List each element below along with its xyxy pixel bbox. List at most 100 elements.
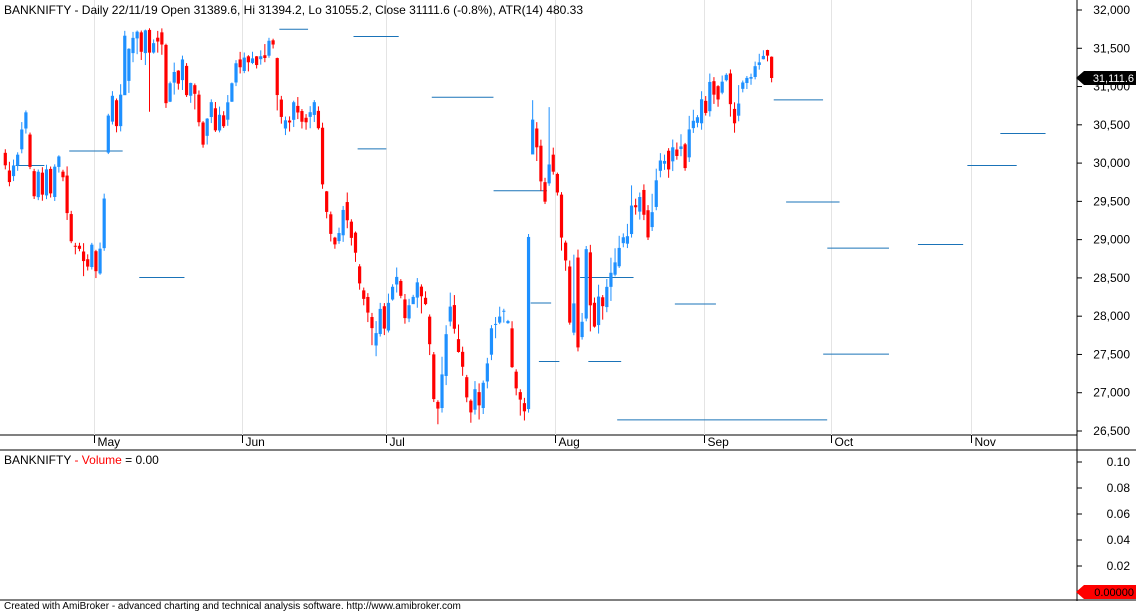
candle [559, 192, 564, 251]
candle-body [708, 81, 712, 112]
candle-body [320, 127, 325, 185]
candle [180, 55, 185, 90]
candle [753, 61, 757, 80]
candle-body [197, 94, 201, 123]
candle-body [399, 280, 403, 296]
candle [452, 295, 456, 334]
candle [65, 166, 69, 220]
candle [94, 249, 98, 279]
candle [329, 211, 333, 242]
candle-body [209, 102, 213, 118]
candle [687, 115, 691, 163]
candle [172, 62, 176, 95]
candle-body [695, 117, 700, 123]
candle-body [382, 306, 386, 329]
title-symbol: BANKNIFTY [4, 3, 71, 17]
candle-body [370, 317, 374, 329]
candle [230, 82, 234, 102]
candle [765, 49, 770, 62]
candle [353, 231, 358, 262]
candle-body [94, 251, 98, 272]
last-price-marker: 31,111.6 [1076, 71, 1136, 86]
candle-body [238, 59, 242, 68]
candle [226, 95, 230, 126]
candle [395, 267, 399, 293]
candle [222, 111, 226, 128]
candle [498, 306, 502, 325]
candle [275, 57, 279, 111]
candle [7, 161, 12, 187]
candle-body [395, 276, 399, 285]
price-tick-label: 29,500 [1093, 194, 1130, 208]
month-label-may: May [98, 435, 121, 449]
candle-body [275, 58, 279, 96]
candle [61, 169, 65, 182]
candle-body [716, 86, 720, 100]
candle [49, 166, 53, 198]
candle [123, 30, 127, 96]
candle-body [378, 308, 382, 335]
candle-body [634, 205, 638, 208]
candle-body [230, 83, 234, 102]
price-pane[interactable] [0, 0, 1077, 435]
candle-body [349, 221, 353, 238]
candle [436, 400, 440, 425]
candle-body [53, 166, 57, 198]
candle [77, 242, 82, 252]
candle [86, 254, 90, 271]
candle [444, 325, 448, 386]
volume-axis: 0.10 0.08 0.06 0.04 0.02 [1077, 455, 1130, 573]
candle [543, 177, 547, 205]
candle [481, 380, 485, 415]
candle [160, 28, 164, 55]
candle-body [428, 316, 432, 345]
candle [312, 100, 316, 122]
candle [407, 298, 411, 323]
candle [399, 279, 403, 299]
candle [584, 245, 588, 322]
candle [555, 172, 559, 196]
candle-body [69, 214, 73, 242]
candle-body [605, 286, 609, 308]
candle [386, 293, 391, 333]
candle-body [287, 120, 292, 123]
candle [667, 148, 671, 178]
candle-body [300, 111, 304, 122]
candle [3, 149, 7, 170]
volume-tick-label: 0.02 [1107, 559, 1131, 573]
candle-body [469, 400, 473, 413]
candle-body [551, 154, 555, 172]
candle-body [461, 351, 465, 367]
candle [432, 352, 436, 403]
price-tick-label: 29,000 [1093, 233, 1130, 247]
volume-pane[interactable] [0, 450, 1077, 600]
candle-body [345, 202, 349, 221]
candle-body [390, 286, 395, 300]
candle [135, 30, 139, 55]
candle [197, 90, 201, 127]
candle [16, 152, 20, 171]
candle [662, 154, 667, 170]
volume-tick-label: 0.04 [1107, 533, 1131, 547]
candle [193, 83, 197, 110]
candle [337, 227, 341, 244]
candle [609, 257, 613, 301]
candle [238, 51, 242, 74]
candle [695, 115, 700, 128]
candle [592, 297, 597, 328]
candle-body [728, 73, 733, 105]
candle-body [114, 100, 119, 127]
candle-body [411, 296, 415, 305]
candle [770, 56, 774, 83]
candle-body [358, 266, 362, 284]
candle [57, 155, 61, 173]
candle [320, 122, 325, 189]
candle [522, 397, 527, 421]
candle [164, 43, 168, 108]
candle-body [498, 316, 502, 323]
candle-body [638, 197, 642, 212]
candle-body [526, 236, 531, 410]
candle [732, 102, 737, 133]
candle [712, 77, 716, 104]
